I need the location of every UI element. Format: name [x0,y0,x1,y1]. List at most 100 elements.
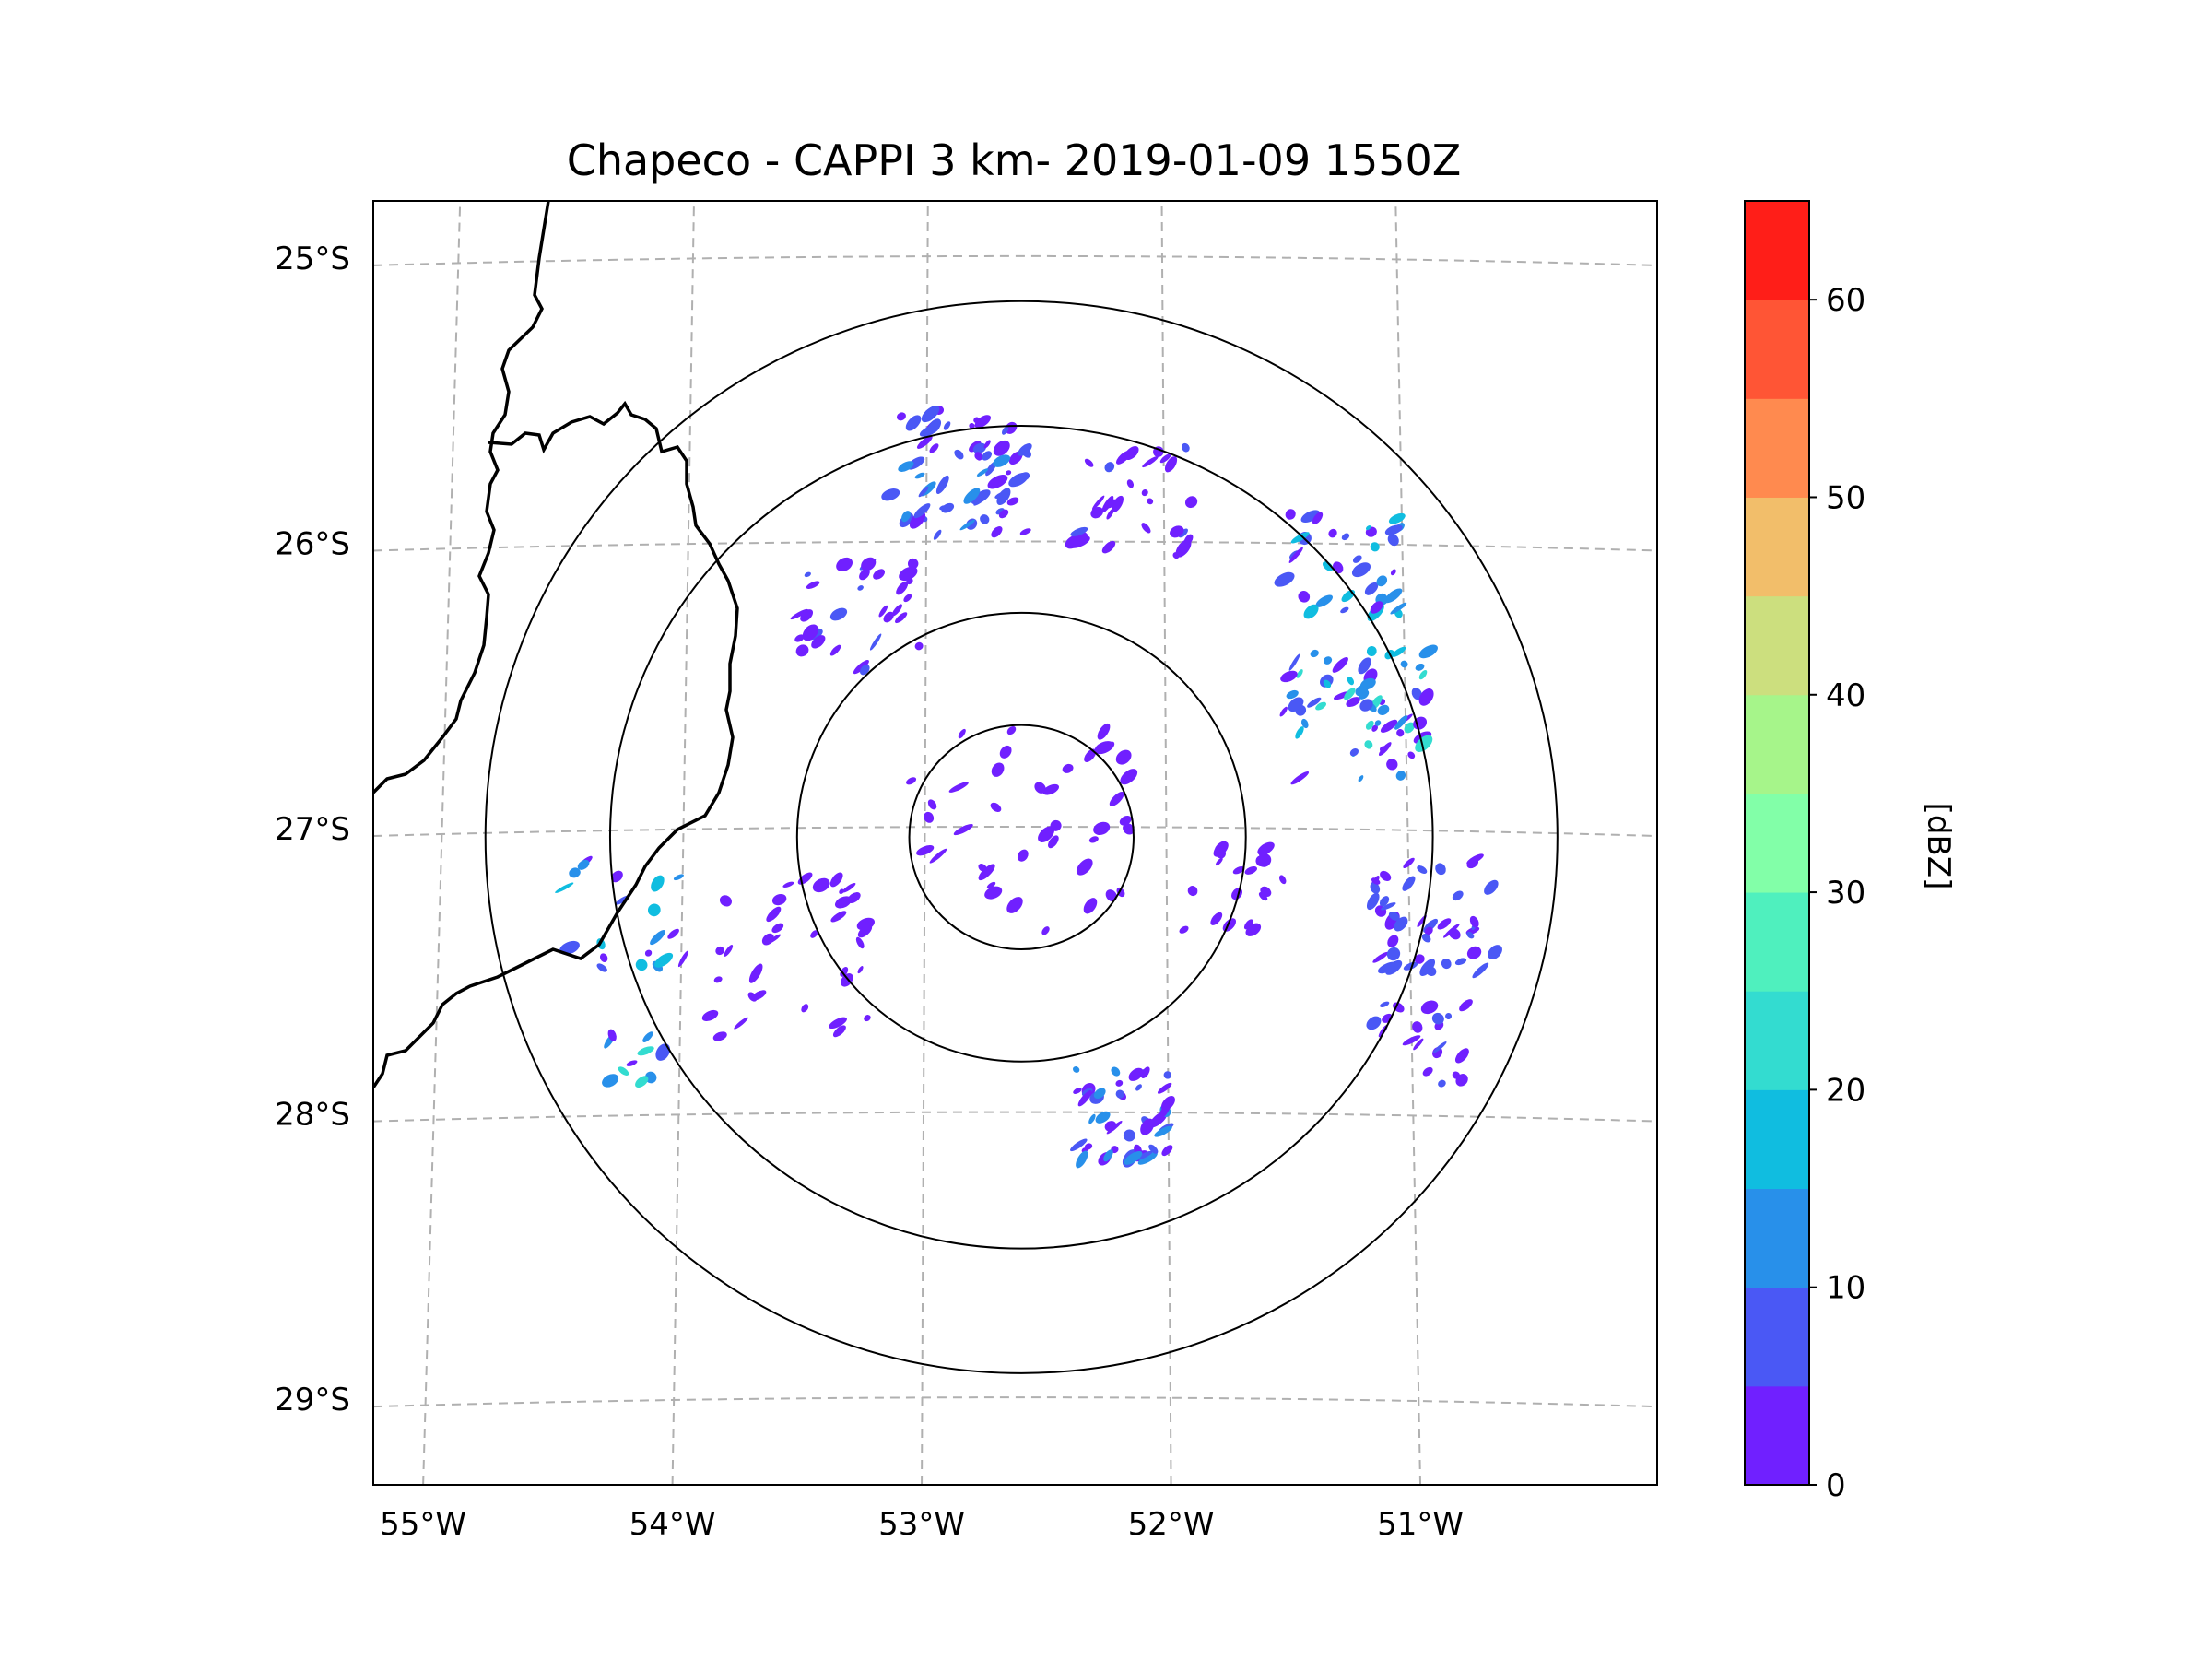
echo-cell [829,1017,847,1030]
echo-cell [654,952,674,968]
echo-cell [1285,509,1296,520]
echo-cell [991,762,1005,777]
echo-cell [1347,676,1355,686]
echo-cell [898,461,914,472]
echo-cell [1172,552,1180,559]
echo-cell [969,422,975,429]
colorbar-segment [1745,398,1809,498]
colorbar-segment [1745,1188,1809,1288]
echo-cell [713,976,723,983]
echo-cell [1455,1074,1468,1087]
echo-cell [1069,535,1090,548]
colorbar-segment [1745,300,1809,399]
echo-cell [1222,918,1236,932]
echo-cell [810,930,818,938]
echo-cell [841,973,853,987]
echo-cell [903,594,912,603]
echo-cell [1128,1067,1144,1081]
echo-cell [1418,644,1438,659]
echo-cell [1147,498,1154,505]
echo-cell [1366,1016,1382,1030]
echo-cell [1232,865,1245,875]
echo-cell [719,895,732,907]
echo-cell [1214,841,1228,854]
echo-cell [647,903,661,917]
echo-cell [1413,1038,1424,1051]
echo-cell [1163,1071,1172,1079]
echo-cell [1300,510,1321,524]
echo-cell [1288,653,1300,671]
echo-cell [771,893,787,906]
echo-cell [1435,863,1446,876]
echo-cell [1154,1125,1172,1137]
echo-cell [1459,999,1473,1012]
colorbar-segment [1745,595,1809,696]
echo-cell [1101,495,1114,513]
echo-cell [924,811,935,823]
echo-cell [918,486,929,498]
echo-cell [1379,746,1387,753]
echo-cell [1452,890,1464,901]
echo-cell [1359,699,1373,712]
echo-cell [1103,1149,1113,1162]
echo-cell [1365,525,1371,531]
echo-cell [998,509,1009,519]
echo-cell [1437,918,1452,930]
echo-cell [1372,951,1389,963]
echo-cell [1390,602,1407,615]
echo-cell [1041,926,1050,935]
echo-cell [1095,1111,1111,1124]
echo-cell [802,624,818,641]
echo-cell [1328,528,1337,538]
lon-gridline [671,201,695,1485]
echo-cell [1358,775,1364,782]
lat-tick-label: 25°S [275,241,350,277]
echo-cell [1210,912,1223,925]
echo-cell [1310,649,1319,658]
echo-cell [1420,1000,1439,1015]
echo-cell [1365,720,1374,730]
echo-cell [1403,961,1418,971]
echo-cell [963,488,981,504]
echo-cell [1104,1121,1117,1132]
echo-cell [559,940,580,955]
echo-cell [1286,689,1299,700]
echo-cell [1414,954,1425,964]
echo-cell [667,928,679,939]
echo-cell [943,421,951,430]
echo-cell [958,728,966,739]
echo-cell [916,845,935,856]
echo-cell [976,468,989,477]
lon-tick-label: 52°W [1128,1506,1215,1543]
echo-cell [927,799,937,810]
echo-cell [830,607,848,621]
echo-cell [914,641,924,651]
lat-tick-label: 26°S [275,525,350,562]
echo-cell [1006,897,1023,913]
echo-cell [948,782,969,793]
echo-cell [905,415,922,431]
echo-cell [1415,735,1433,752]
echo-cell [869,633,882,651]
echo-cell [611,870,623,883]
echo-cell [1344,688,1356,700]
echo-cell [626,1060,638,1066]
echo-cell [1441,959,1452,970]
lat-gridline [373,254,1657,266]
colorbar-segment [1745,892,1809,992]
colorbar-segment [1745,694,1809,794]
echo-cell [1183,534,1194,546]
echo-cell [1384,588,1403,604]
echo-cell [1466,946,1482,959]
echo-cell [913,503,931,519]
border-paraguay-argentina [373,201,550,794]
echo-cell [1341,533,1350,541]
echo-cell [806,581,820,589]
echo-cell [1418,670,1428,680]
echo-cell [1101,540,1116,554]
echo-cell [832,1025,846,1038]
echo-cell [907,558,919,570]
echo-cell [1105,889,1117,902]
echo-cell [1084,458,1094,467]
range-ring [608,425,1434,1250]
